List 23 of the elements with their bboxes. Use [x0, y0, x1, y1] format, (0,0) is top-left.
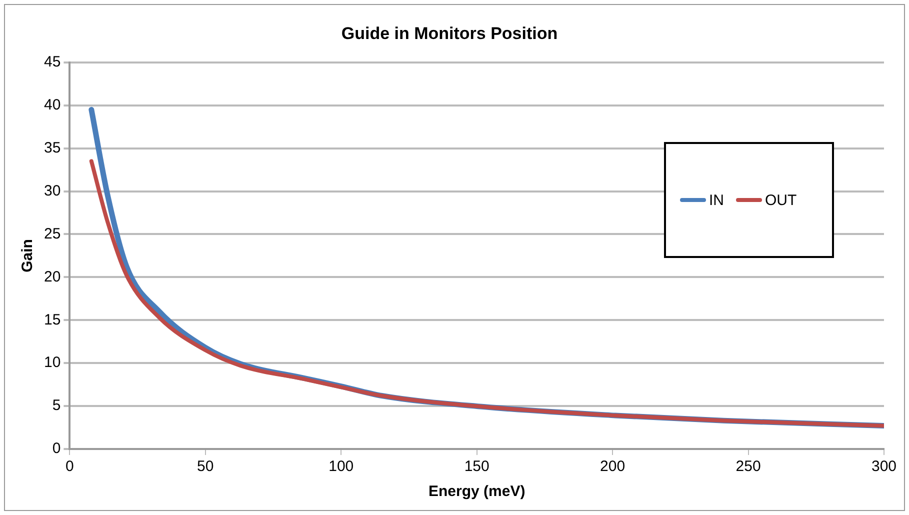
x-tick-label: 50	[197, 458, 214, 476]
y-tick-label: 15	[44, 311, 61, 328]
y-tick-label: 20	[44, 268, 61, 286]
legend-label: IN	[709, 192, 724, 209]
x-tick-label: 250	[736, 458, 761, 476]
x-axis-title: Energy (meV)	[428, 483, 526, 500]
y-tick-label: 0	[52, 440, 61, 458]
x-tick-label: 0	[66, 458, 74, 476]
y-tick-label: 10	[44, 354, 61, 372]
y-tick-label: 40	[44, 96, 61, 114]
y-tick-label: 5	[52, 397, 61, 414]
y-tick-label: 45	[44, 54, 61, 71]
y-tick-label: 25	[44, 225, 61, 242]
x-tick-label: 300	[871, 458, 897, 476]
y-tick-label: 30	[44, 182, 61, 200]
y-axis-title: Gain	[19, 239, 36, 272]
legend-label: OUT	[765, 192, 797, 209]
chart-title: Guide in Monitors Position	[341, 24, 558, 43]
x-tick-label: 100	[328, 458, 354, 476]
line-series	[89, 159, 884, 428]
x-tick-label: 150	[464, 458, 490, 476]
x-tick-label: 200	[600, 458, 626, 476]
y-tick-label: 35	[44, 139, 61, 156]
